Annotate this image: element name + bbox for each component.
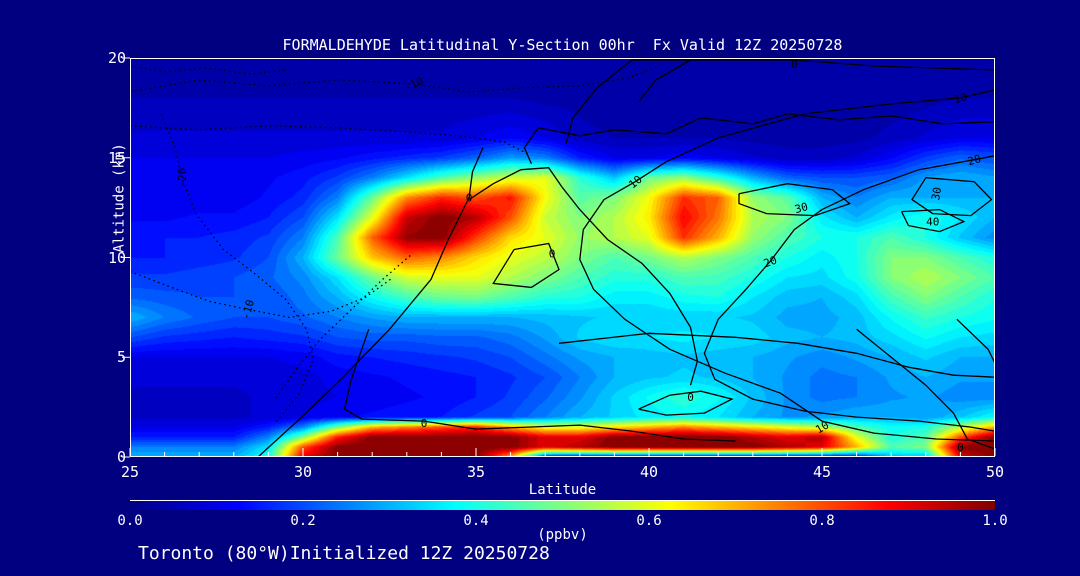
- colorbar-tick-label: 0.0: [117, 513, 143, 529]
- x-tick-label: 40: [639, 463, 659, 481]
- colorbar-tick-label: 1.0: [982, 513, 1008, 529]
- contour-label: 0: [466, 192, 473, 205]
- contour-line-solid: [492, 242, 560, 289]
- plot-frame: [130, 58, 995, 457]
- y-tick-label: 10: [107, 248, 126, 267]
- contour-label: 20: [762, 254, 779, 271]
- x-tick-label: 50: [985, 463, 1005, 481]
- contour-label: -10: [239, 298, 257, 321]
- contour-line-dotted: [160, 113, 315, 424]
- contour-line-solid: [856, 328, 995, 450]
- colorbar-tick-label: 0.4: [463, 513, 489, 529]
- contour-line-solid: [638, 59, 691, 103]
- contour-line-solid: [738, 183, 852, 217]
- chart-title: FORMALDEHYDE Latitudinal Y-Section 00hr …: [282, 36, 843, 54]
- x-axis-label: Latitude: [528, 482, 597, 498]
- contour-label: 10: [626, 173, 645, 191]
- contour-label: 30: [793, 200, 809, 216]
- contour-line-solid: [631, 59, 995, 71]
- contour-line-solid: [911, 177, 993, 217]
- contour-line-dotted: [274, 255, 411, 400]
- x-tick-label: 35: [466, 463, 486, 481]
- y-tick-label: 20: [107, 49, 126, 67]
- y-tick-label: 0: [116, 448, 126, 466]
- contour-line-solid: [638, 390, 734, 416]
- contour-line-dotted: [130, 125, 529, 155]
- contour-line-solid: [523, 127, 539, 164]
- contour-label: 30: [929, 186, 944, 201]
- contour-line-solid: [565, 59, 633, 144]
- contour-line-dotted: [130, 270, 394, 319]
- contour-label: -20: [176, 168, 189, 188]
- colorbar: [130, 500, 995, 510]
- heatmap-field: [130, 58, 995, 457]
- contour-line-solid: [956, 318, 995, 364]
- contour-line-solid: [579, 89, 995, 442]
- x-tick-label: 25: [120, 463, 140, 481]
- colorbar-tick-label: 0.8: [809, 513, 835, 529]
- contour-label: 10: [813, 419, 831, 437]
- contour-line-solid: [901, 208, 966, 233]
- colorbar-tick-label: 0.2: [290, 513, 316, 529]
- contour-label: 0: [549, 248, 556, 261]
- contour-label: 20: [966, 152, 982, 168]
- contour-label: 0: [791, 58, 798, 71]
- x-tick-label: 30: [293, 463, 313, 481]
- contour-label: 0: [687, 391, 694, 404]
- contour-label: 0: [957, 441, 964, 454]
- init-info-text: Toronto (80°W)Initialized 12Z 20250728: [138, 543, 550, 564]
- contour-line-solid: [703, 155, 995, 432]
- colorbar-units: (ppbv): [537, 527, 588, 543]
- x-tick-label: 45: [812, 463, 832, 481]
- y-tick-label: 5: [116, 348, 126, 367]
- contour-line-solid: [343, 329, 736, 442]
- contour-label: 40: [926, 216, 939, 229]
- contour-label: 10: [952, 90, 968, 106]
- contour-line-solid: [468, 167, 699, 386]
- colorbar-tick-label: 0.6: [636, 513, 662, 529]
- contour-line-solid: [257, 147, 484, 457]
- contour-label: 0: [421, 417, 428, 430]
- contour-line-solid: [538, 113, 995, 137]
- contour-line-solid: [558, 332, 995, 378]
- y-tick-label: 15: [107, 148, 126, 167]
